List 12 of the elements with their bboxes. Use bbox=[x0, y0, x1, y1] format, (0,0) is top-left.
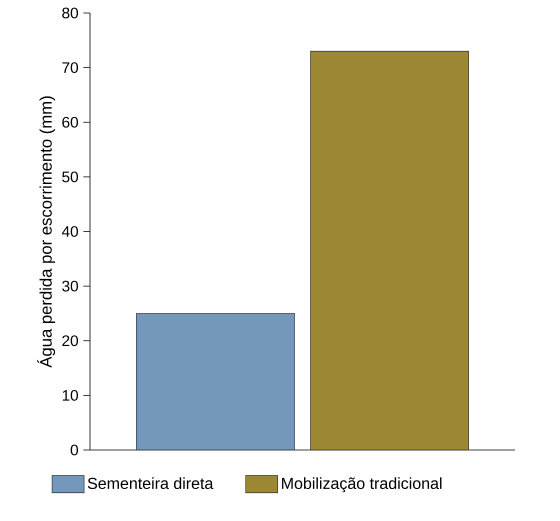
y-tick-label: 40 bbox=[62, 226, 78, 237]
y-tick-label: 20 bbox=[62, 335, 78, 346]
y-tick-label: 80 bbox=[62, 8, 78, 18]
legend-label: Mobilização tradicional bbox=[282, 477, 442, 492]
y-axis-title: Água perdida por escorrimento (mm) bbox=[37, 96, 56, 368]
y-tick-label: 60 bbox=[62, 116, 78, 128]
y-tick-label: 30 bbox=[62, 280, 78, 292]
legend-label: Sementeira direta bbox=[88, 477, 214, 490]
y-tick-label: 0 bbox=[70, 444, 78, 456]
y-tick-label: 70 bbox=[62, 62, 78, 74]
y-tick-label: 10 bbox=[62, 390, 78, 401]
y-tick-label: 50 bbox=[62, 171, 78, 182]
